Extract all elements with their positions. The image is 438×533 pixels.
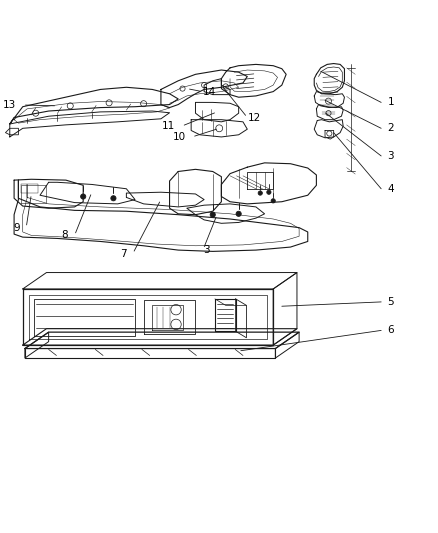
- Circle shape: [258, 191, 262, 195]
- Text: 4: 4: [388, 184, 394, 194]
- Text: 2: 2: [388, 123, 394, 133]
- Text: 9: 9: [13, 223, 20, 232]
- Text: 6: 6: [388, 326, 394, 335]
- Circle shape: [111, 196, 116, 201]
- Text: 10: 10: [173, 132, 186, 142]
- Circle shape: [81, 194, 86, 199]
- Text: 5: 5: [388, 297, 394, 307]
- Text: 1: 1: [388, 98, 394, 107]
- Circle shape: [236, 211, 241, 216]
- Circle shape: [210, 212, 215, 217]
- Text: 13: 13: [3, 100, 16, 110]
- Circle shape: [267, 190, 271, 195]
- Text: 11: 11: [162, 121, 175, 131]
- Circle shape: [271, 199, 276, 203]
- Text: 3: 3: [203, 245, 210, 255]
- Text: 14: 14: [203, 86, 216, 96]
- Text: 8: 8: [61, 230, 68, 240]
- Text: 3: 3: [388, 151, 394, 161]
- Text: 7: 7: [120, 248, 127, 259]
- Text: 12: 12: [248, 112, 261, 123]
